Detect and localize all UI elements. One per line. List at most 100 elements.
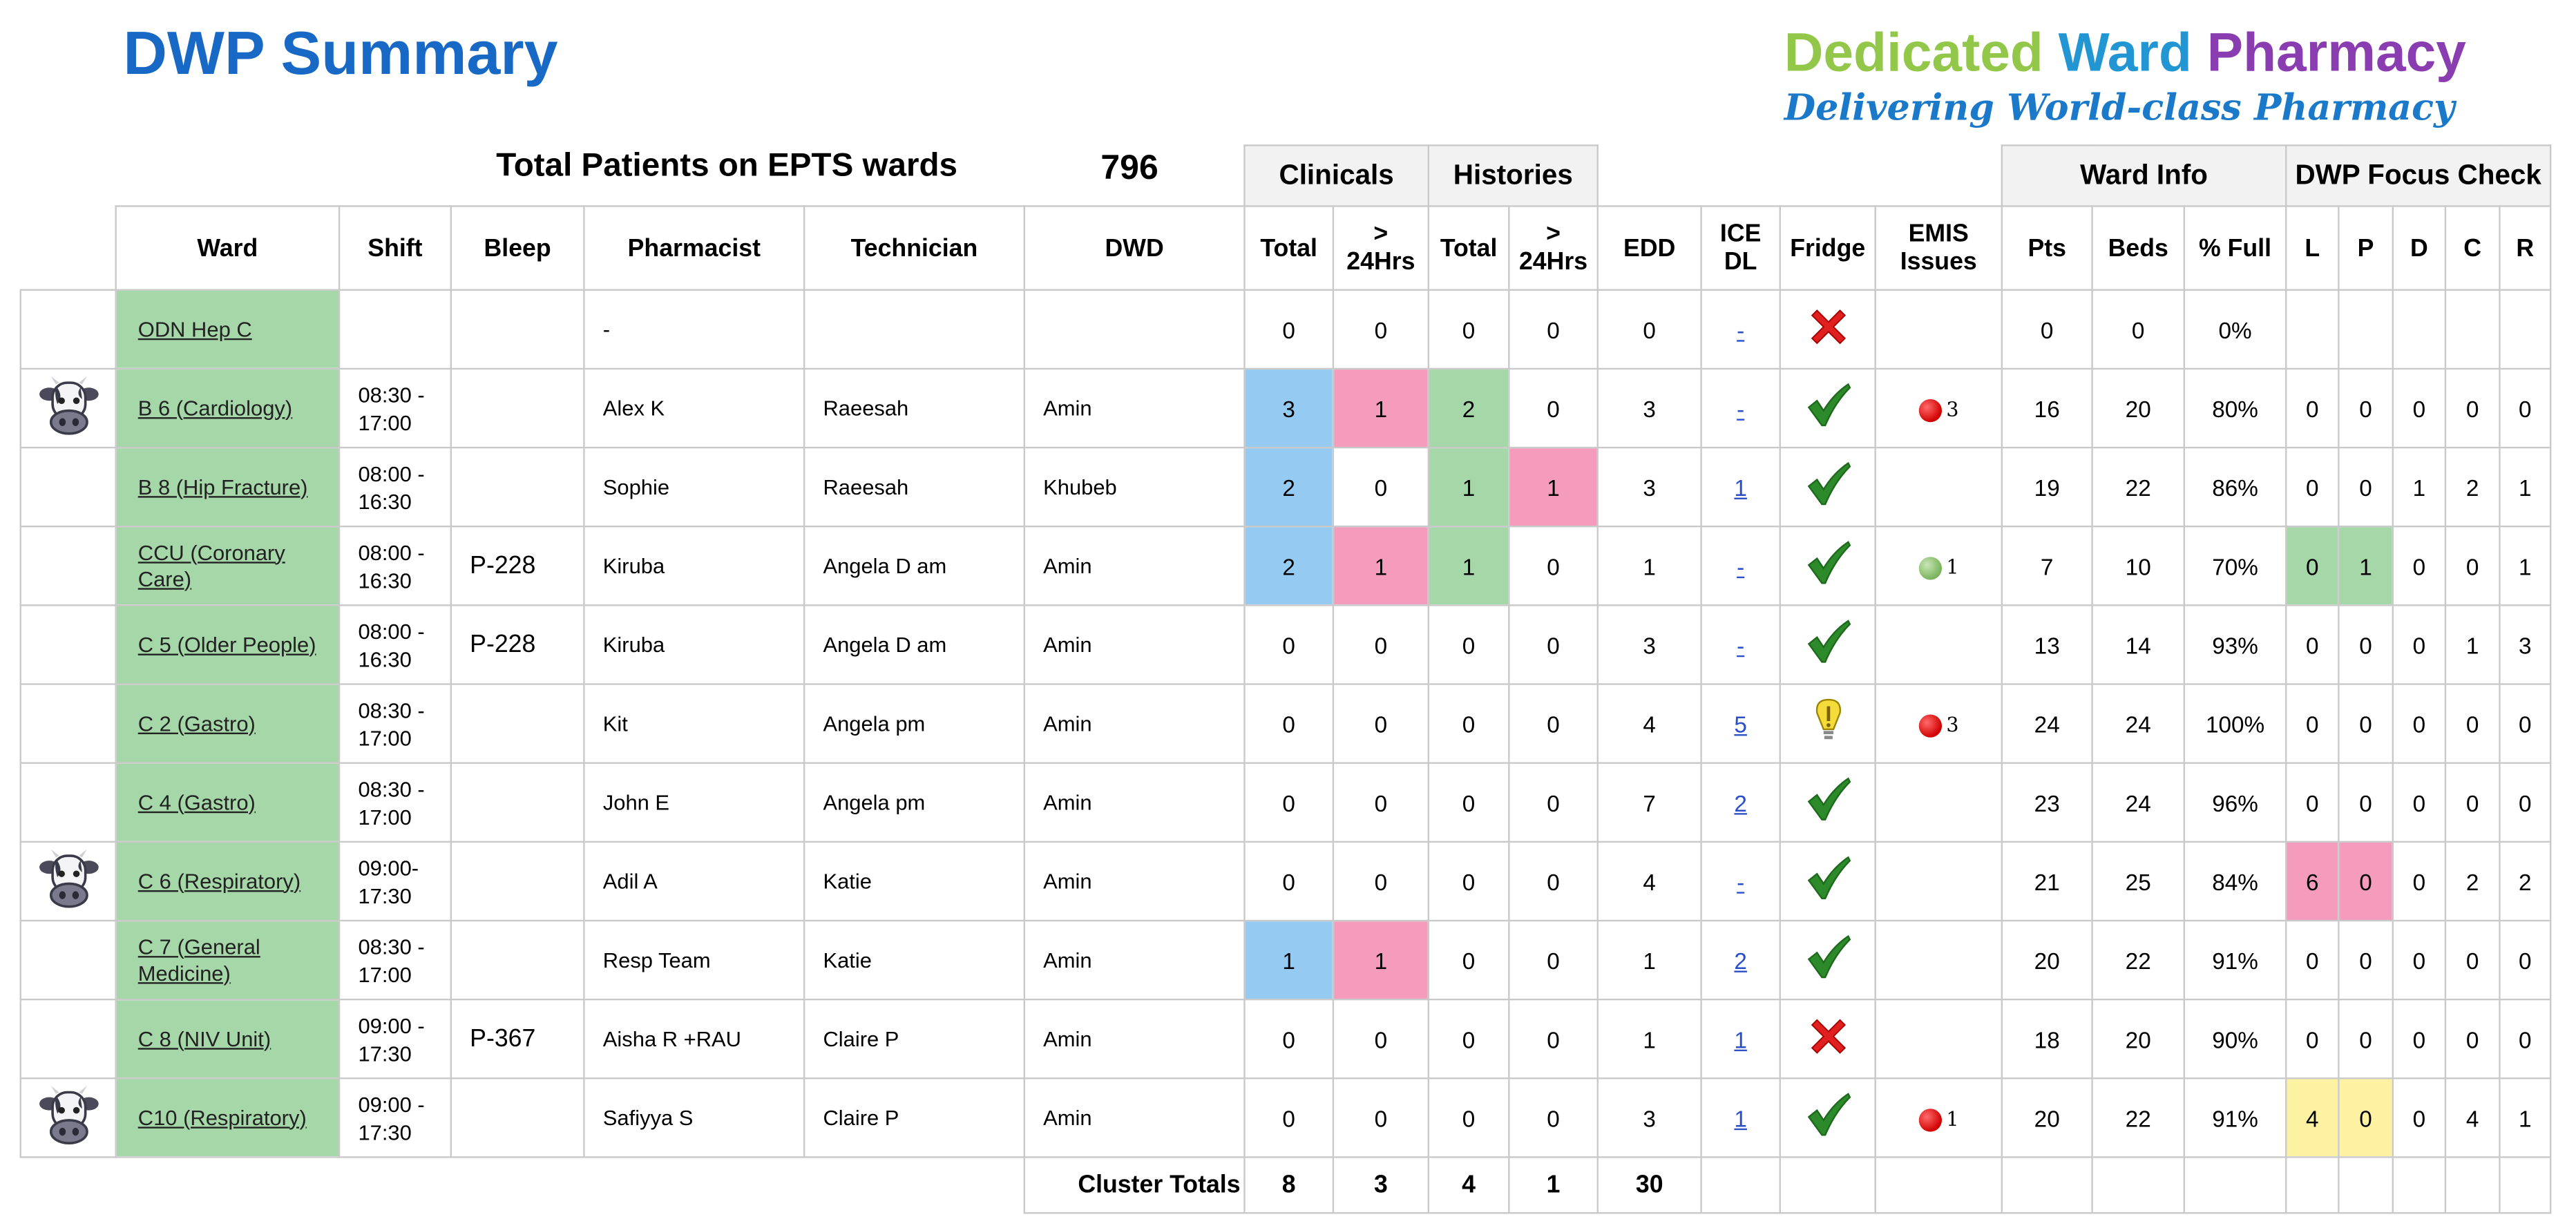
focus-r-cell: 1 (2499, 526, 2552, 606)
focus-d-cell: 0 (2392, 841, 2447, 922)
ward-link[interactable]: C 4 (Gastro) (137, 789, 256, 814)
ice-dl-link[interactable]: 2 (1734, 947, 1747, 974)
fridge-cell (1779, 998, 1876, 1080)
ward-link[interactable]: C10 (Respiratory) (137, 1104, 307, 1130)
ice-dl-link[interactable]: - (1737, 553, 1745, 579)
col-focus-r: R (2499, 205, 2552, 291)
ward-link[interactable]: C 8 (NIV Unit) (137, 1026, 271, 1050)
ward-link[interactable]: C 5 (Older People) (137, 631, 316, 657)
hist-total-cell: 0 (1427, 841, 1510, 922)
pharmacist-cell: Sophie (583, 446, 805, 528)
focus-c-cell: 4 (2444, 1077, 2501, 1158)
icon-cell (19, 526, 117, 606)
ward-cell: ODN Hep C (115, 289, 341, 370)
ice-dl-link[interactable]: 1 (1734, 1104, 1747, 1131)
clin-24-cell: 1 (1332, 919, 1430, 1001)
beds-cell: 22 (2091, 446, 2185, 528)
red-dot-icon (1918, 1108, 1942, 1131)
ward-link[interactable]: ODN Hep C (137, 316, 252, 341)
hist-24-cell: 0 (1508, 998, 1599, 1080)
percent-full-cell: 70% (2183, 526, 2287, 606)
fridge-cell (1779, 526, 1876, 606)
percent-full-cell: 100% (2183, 683, 2287, 764)
ward-link[interactable]: C 6 (Respiratory) (137, 867, 301, 893)
col-edd: EDD (1596, 205, 1702, 291)
beds-cell: 24 (2091, 762, 2185, 843)
table-row: B 6 (Cardiology) 08:30 - 17:00 Alex K Raees… (19, 367, 2552, 449)
emis-count: 1 (1946, 1108, 1959, 1131)
cow-icon (35, 1085, 101, 1153)
focus-c-cell (2444, 289, 2501, 370)
focus-p-cell: 0 (2338, 762, 2394, 843)
focus-c-cell: 1 (2444, 604, 2501, 685)
clin-total-cell: 0 (1243, 683, 1335, 764)
shift-cell: 08:30 - 17:00 (338, 683, 452, 764)
pts-cell: 23 (2001, 762, 2093, 843)
cow-icon (35, 376, 101, 443)
focus-d-cell: 0 (2392, 919, 2447, 1001)
technician-cell: Angela D am (803, 604, 1025, 685)
bleep-cell (450, 367, 585, 449)
pharmacist-cell: Safiyya S (583, 1077, 805, 1158)
ward-cell: C 2 (Gastro) (115, 683, 341, 764)
fridge-cell (1779, 919, 1876, 1001)
col-focus-d: D (2392, 205, 2447, 291)
ice-dl-link[interactable]: - (1737, 631, 1745, 658)
col-technician: Technician (803, 205, 1025, 291)
emis-cell (1874, 919, 2003, 1001)
focus-l-cell: 0 (2285, 683, 2340, 764)
hist-24-cell: 0 (1508, 526, 1599, 606)
emis-cell: 1 (1874, 1077, 2003, 1158)
focus-p-cell: 0 (2338, 446, 2394, 528)
ice-dl-cell: 1 (1700, 446, 1781, 528)
col-focus-c: C (2444, 205, 2501, 291)
percent-full-cell: 90% (2183, 998, 2287, 1080)
hist-24-cell: 1 (1508, 446, 1599, 528)
pts-cell: 0 (2001, 289, 2093, 370)
tick-icon (1804, 1093, 1851, 1143)
focus-d-cell: 0 (2392, 604, 2447, 685)
edd-cell: 3 (1596, 446, 1702, 528)
ice-dl-link[interactable]: 5 (1734, 710, 1747, 737)
icon-cell (19, 683, 117, 764)
focus-p-cell: 0 (2338, 604, 2394, 685)
dwd-cell: Amin (1023, 683, 1246, 764)
ward-link[interactable]: B 6 (Cardiology) (137, 394, 293, 420)
ice-dl-link[interactable]: - (1737, 394, 1745, 422)
col-clinicals-24hrs: > 24Hrs (1332, 205, 1430, 291)
fridge-cell (1779, 841, 1876, 922)
ward-link[interactable]: C 7 (General Medicine) (137, 934, 260, 985)
ice-dl-link[interactable]: 1 (1734, 1026, 1747, 1053)
ice-dl-link[interactable]: - (1737, 316, 1745, 343)
ward-link[interactable]: B 8 (Hip Fracture) (137, 474, 308, 499)
technician-cell: Claire P (803, 1077, 1025, 1158)
hist-total-cell: 0 (1427, 762, 1510, 843)
emis-count: 3 (1946, 399, 1959, 422)
focus-d-cell: 0 (2392, 526, 2447, 606)
ice-dl-link[interactable]: 1 (1734, 474, 1747, 501)
group-histories: Histories (1427, 144, 1599, 207)
focus-d-cell: 0 (2392, 367, 2447, 449)
ward-link[interactable]: C 2 (Gastro) (137, 710, 256, 736)
percent-full-cell: 91% (2183, 919, 2287, 1001)
focus-p-cell: 0 (2338, 1077, 2394, 1158)
col-histories-24hrs: > 24Hrs (1508, 205, 1599, 291)
ward-link[interactable]: CCU (Coronary Care) (137, 539, 285, 591)
ward-cell: B 6 (Cardiology) (115, 367, 341, 449)
ice-dl-cell: 1 (1700, 998, 1781, 1080)
ice-dl-link[interactable]: 2 (1734, 789, 1747, 816)
hist-24-cell: 0 (1508, 841, 1599, 922)
focus-p-cell: 0 (2338, 998, 2394, 1080)
emis-cell: 3 (1874, 367, 2003, 449)
bleep-cell (450, 762, 585, 843)
percent-full-cell: 84% (2183, 841, 2287, 922)
emis-cell (1874, 446, 2003, 528)
edd-cell: 1 (1596, 998, 1702, 1080)
ice-dl-link[interactable]: - (1737, 867, 1745, 894)
col-pharmacist: Pharmacist (583, 205, 805, 291)
pts-cell: 16 (2001, 367, 2093, 449)
tick-icon (1804, 461, 1851, 512)
col-focus-p: P (2338, 205, 2394, 291)
fridge-cell (1779, 683, 1876, 764)
